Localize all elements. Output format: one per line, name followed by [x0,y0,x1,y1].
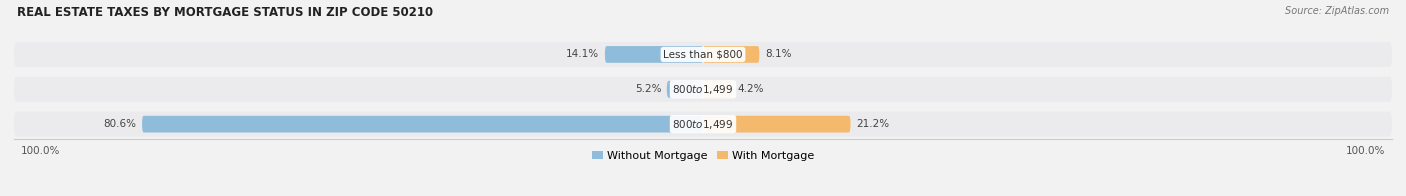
FancyBboxPatch shape [703,81,733,98]
FancyBboxPatch shape [14,42,1392,67]
FancyBboxPatch shape [14,112,1392,137]
Text: $800 to $1,499: $800 to $1,499 [672,118,734,131]
Text: 8.1%: 8.1% [765,49,792,59]
Text: 5.2%: 5.2% [634,84,661,94]
Text: 100.0%: 100.0% [1346,146,1385,156]
FancyBboxPatch shape [605,46,703,63]
Text: $800 to $1,499: $800 to $1,499 [672,83,734,96]
FancyBboxPatch shape [703,116,851,132]
FancyBboxPatch shape [703,46,759,63]
Legend: Without Mortgage, With Mortgage: Without Mortgage, With Mortgage [588,146,818,165]
FancyBboxPatch shape [142,116,703,132]
FancyBboxPatch shape [666,81,703,98]
Text: 21.2%: 21.2% [856,119,889,129]
FancyBboxPatch shape [14,77,1392,102]
Text: 100.0%: 100.0% [21,146,60,156]
Text: 80.6%: 80.6% [104,119,136,129]
Text: 14.1%: 14.1% [567,49,599,59]
Text: REAL ESTATE TAXES BY MORTGAGE STATUS IN ZIP CODE 50210: REAL ESTATE TAXES BY MORTGAGE STATUS IN … [17,6,433,19]
Text: 4.2%: 4.2% [738,84,765,94]
Text: Less than $800: Less than $800 [664,49,742,59]
Text: Source: ZipAtlas.com: Source: ZipAtlas.com [1285,6,1389,16]
